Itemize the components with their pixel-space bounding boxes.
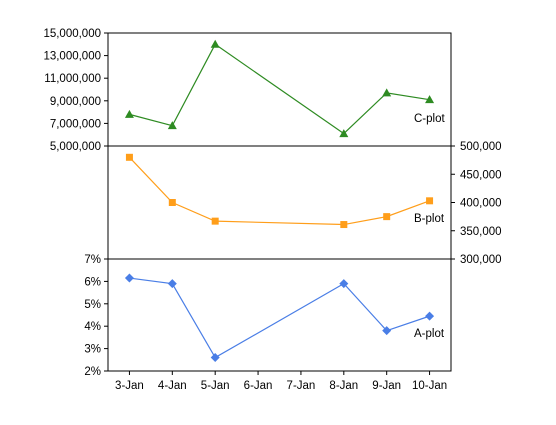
y-tick-label: 15,000,000	[43, 28, 101, 40]
data-point	[167, 121, 177, 130]
series-line	[129, 43, 430, 135]
y-tick-label: 450,000	[460, 169, 502, 181]
data-point	[339, 279, 349, 289]
y-tick-label: 300,000	[460, 254, 502, 266]
y-tick-label: 350,000	[460, 226, 502, 238]
x-tick-label: 3-Jan	[115, 380, 144, 392]
y-tick-label: 500,000	[460, 141, 502, 153]
y-tick-label: 9,000,000	[50, 96, 101, 108]
y-tick-label: 7,000,000	[50, 118, 101, 130]
data-point	[211, 217, 219, 225]
y-tick-label: 2%	[84, 366, 101, 378]
y-tick-label: 5,000,000	[50, 141, 101, 153]
data-point	[425, 95, 435, 104]
y-tick-label: 11,000,000	[44, 73, 101, 85]
data-point	[124, 273, 134, 283]
data-point	[167, 279, 177, 289]
x-tick-label: 6-Jan	[244, 380, 273, 392]
y-tick-label: 3%	[84, 344, 101, 356]
series-label: B-plot	[414, 213, 445, 225]
data-point	[382, 326, 392, 336]
data-point	[426, 197, 434, 205]
x-tick-label: 10-Jan	[412, 380, 447, 392]
data-point	[383, 213, 391, 221]
y-tick-label: 6%	[84, 276, 101, 288]
series-label: A-plot	[414, 328, 445, 340]
data-point	[168, 199, 176, 206]
x-tick-label: 5-Jan	[201, 380, 230, 392]
series-line	[129, 156, 430, 226]
x-tick-label: 4-Jan	[158, 380, 187, 392]
data-point	[340, 221, 348, 229]
series-line	[129, 277, 430, 359]
y-tick-label: 5%	[84, 299, 101, 311]
x-tick-label: 8-Jan	[329, 380, 358, 392]
series-label: C-plot	[414, 113, 445, 125]
data-point	[210, 353, 220, 363]
y-tick-label: 7%	[84, 254, 101, 266]
data-point	[124, 109, 134, 118]
y-tick-label: 13,000,000	[43, 51, 101, 63]
data-point	[125, 153, 133, 161]
data-point	[210, 39, 220, 48]
y-tick-label: 400,000	[460, 198, 502, 210]
data-point	[382, 88, 392, 97]
y-tick-label: 4%	[84, 321, 101, 333]
x-tick-label: 9-Jan	[372, 380, 401, 392]
x-tick-label: 7-Jan	[287, 380, 316, 392]
data-point	[339, 129, 349, 138]
data-point	[425, 311, 435, 321]
